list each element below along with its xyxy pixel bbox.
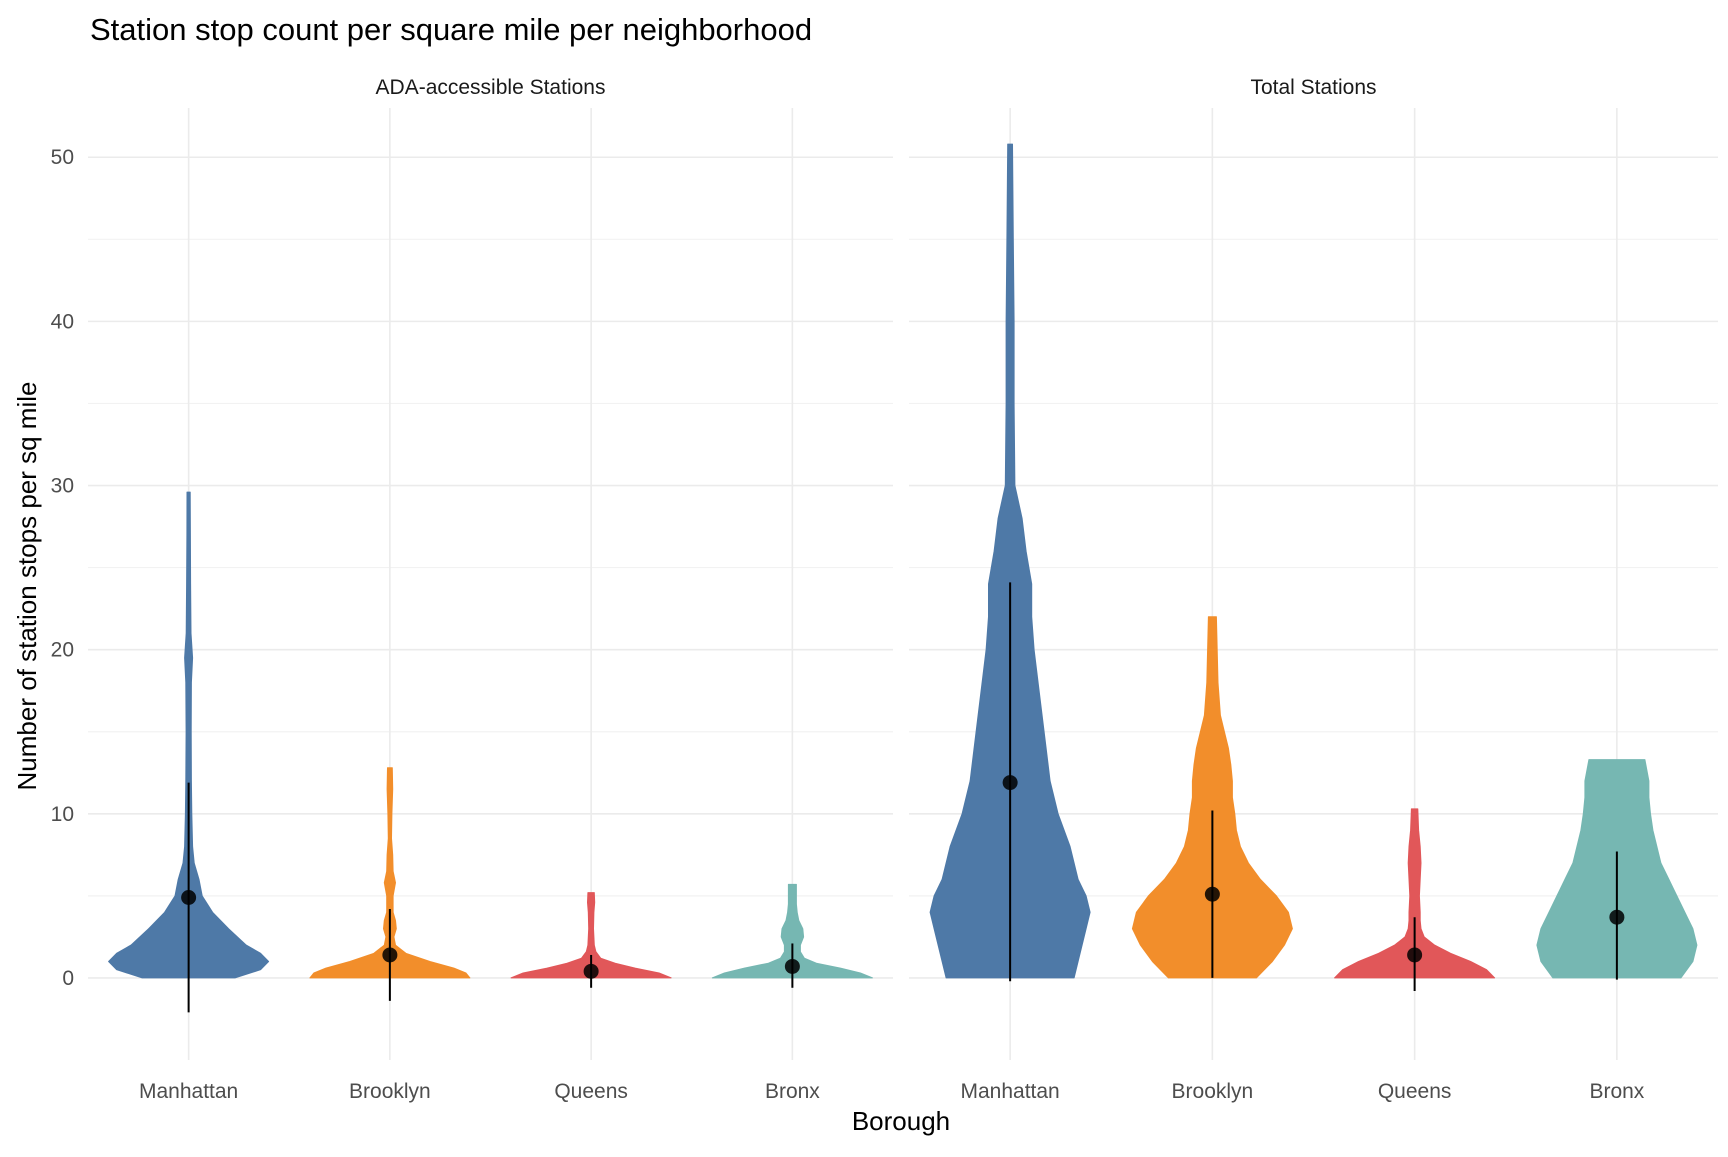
- y-tick-label: 40: [51, 310, 74, 333]
- mean-point: [583, 963, 599, 979]
- panels: ADA-accessible Stations 0 10 20 30 40 50 Manhat…: [51, 76, 1718, 1103]
- violin-queens: [510, 892, 672, 979]
- mean-point: [181, 890, 197, 906]
- chart-title: Station stop count per square mile per n…: [90, 12, 812, 47]
- panel-2: Total Stations Manhattan Brooklyn Queens Bro…: [909, 76, 1718, 1103]
- y-tick-label: 20: [51, 639, 74, 662]
- x-tick-label: Bronx: [1589, 1080, 1644, 1103]
- violin-bronx: [711, 883, 873, 979]
- mean-point: [784, 958, 800, 974]
- mean-point: [1407, 947, 1423, 963]
- x-axis-title: Borough: [852, 1106, 950, 1136]
- violin-brooklyn: [1131, 616, 1293, 979]
- x-tick-label: Brooklyn: [349, 1080, 431, 1103]
- y-tick-label: 50: [51, 146, 74, 169]
- x-tick-label: Manhattan: [139, 1080, 238, 1103]
- panel-title: Total Stations: [1250, 76, 1376, 99]
- y-tick-label: 0: [62, 967, 74, 990]
- mean-point: [1002, 775, 1018, 791]
- x-tick-label: Manhattan: [961, 1080, 1060, 1103]
- violin-queens: [1334, 808, 1496, 979]
- mean-point: [382, 947, 398, 963]
- x-tick-label: Queens: [1378, 1080, 1452, 1103]
- violin-manhattan: [108, 491, 270, 979]
- violin-manhattan: [929, 143, 1091, 979]
- y-axis-title: Number of station stops per sq mile: [12, 382, 42, 791]
- y-tick-label: 10: [51, 803, 74, 826]
- y-tick-label: 30: [51, 475, 74, 498]
- x-tick-label: Bronx: [765, 1080, 820, 1103]
- violin-brooklyn: [309, 767, 471, 979]
- panel-title: ADA-accessible Stations: [376, 76, 606, 99]
- mean-point: [1204, 886, 1220, 902]
- x-tick-label: Queens: [554, 1080, 628, 1103]
- panel-1: ADA-accessible Stations 0 10 20 30 40 50 Manhat…: [51, 76, 893, 1103]
- x-tick-label: Brooklyn: [1172, 1080, 1254, 1103]
- mean-point: [1609, 909, 1625, 925]
